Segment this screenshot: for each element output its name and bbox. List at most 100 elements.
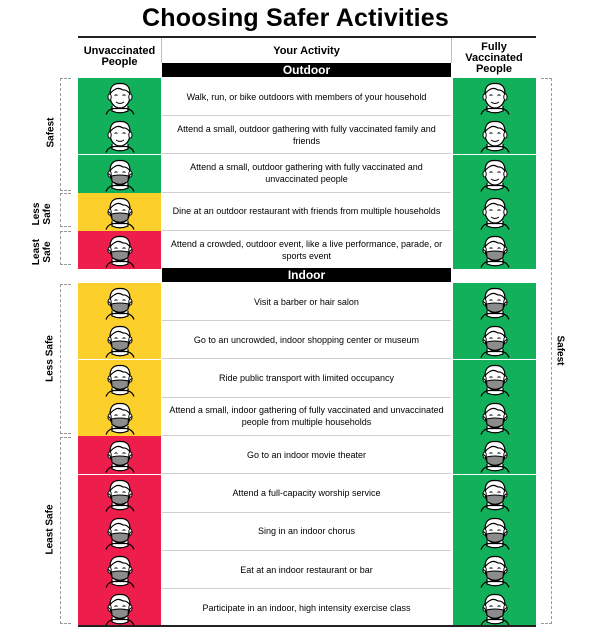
vaccinated-risk-cell bbox=[453, 359, 536, 398]
label-indoor-least-safe: Least Safe bbox=[44, 504, 56, 555]
vaccinated-risk-cell bbox=[453, 436, 536, 475]
face-icon bbox=[103, 79, 137, 115]
vaccinated-risk-cell bbox=[453, 512, 536, 551]
header-divider-right bbox=[451, 38, 452, 63]
masked-face-icon bbox=[103, 590, 137, 627]
masked-face-icon bbox=[478, 476, 512, 512]
unvaccinated-header: Unvaccinated People bbox=[83, 45, 156, 68]
masked-face-icon bbox=[478, 552, 512, 588]
unvaccinated-risk-cell bbox=[78, 397, 161, 436]
masked-face-icon bbox=[478, 590, 512, 627]
indoor-section-bar: Indoor bbox=[162, 268, 451, 282]
activity-description: Ride public transport with limited occup… bbox=[162, 360, 451, 398]
label-outdoor-least-safe: Least Safe bbox=[31, 238, 53, 266]
masked-face-icon bbox=[478, 322, 512, 359]
unvaccinated-risk-cell bbox=[78, 512, 161, 551]
vaccinated-risk-cell bbox=[453, 192, 536, 231]
masked-face-icon bbox=[103, 194, 137, 230]
masked-face-icon bbox=[103, 322, 137, 359]
masked-face-icon bbox=[103, 514, 137, 550]
outdoor-less-safe-bracket bbox=[60, 193, 71, 227]
masked-face-icon bbox=[103, 232, 137, 268]
outdoor-activity-row: Walk, run, or bike outdoors with members… bbox=[78, 78, 536, 116]
indoor-activity-row: Participate in an indoor, high intensity… bbox=[78, 589, 536, 628]
header-top-rule bbox=[78, 36, 536, 38]
activity-description: Dine at an outdoor restaurant with frien… bbox=[162, 193, 451, 231]
indoor-activity-row: Go to an indoor movie theater bbox=[78, 436, 536, 475]
header-divider-left bbox=[161, 38, 162, 63]
right-safest-bracket bbox=[541, 78, 552, 624]
label-outdoor-safest: Safest bbox=[45, 117, 57, 148]
label-indoor-less-safe: Less Safe bbox=[44, 335, 56, 382]
activity-description: Go to an uncrowded, indoor shopping cent… bbox=[162, 321, 451, 360]
outdoor-activity-row: Attend a small, outdoor gathering with f… bbox=[78, 154, 536, 193]
face-icon bbox=[478, 194, 512, 230]
vaccinated-risk-cell bbox=[453, 283, 536, 321]
indoor-least-safe-bracket bbox=[60, 437, 71, 624]
indoor-activity-row: Sing in an indoor chorus bbox=[78, 512, 536, 551]
face-icon bbox=[478, 156, 512, 192]
vaccinated-risk-cell bbox=[453, 589, 536, 628]
vaccinated-risk-cell bbox=[453, 551, 536, 590]
unvaccinated-risk-cell bbox=[78, 589, 161, 628]
masked-face-icon bbox=[478, 361, 512, 397]
vaccinated-risk-cell bbox=[453, 116, 536, 155]
indoor-activity-row: Ride public transport with limited occup… bbox=[78, 359, 536, 398]
unvaccinated-risk-cell bbox=[78, 283, 161, 321]
unvaccinated-risk-cell bbox=[78, 78, 161, 116]
indoor-activity-row: Visit a barber or hair salon bbox=[78, 283, 536, 321]
unvaccinated-risk-cell bbox=[78, 192, 161, 231]
activity-description: Sing in an indoor chorus bbox=[162, 513, 451, 551]
unvaccinated-risk-cell bbox=[78, 116, 161, 155]
masked-face-icon bbox=[103, 476, 137, 512]
face-icon bbox=[478, 79, 512, 115]
outdoor-safest-bracket bbox=[60, 78, 71, 191]
masked-face-icon bbox=[478, 514, 512, 550]
outdoor-section-bar: Outdoor bbox=[162, 63, 451, 77]
masked-face-icon bbox=[478, 232, 512, 268]
indoor-activity-row: Attend a small, indoor gathering of full… bbox=[78, 397, 536, 436]
indoor-less-safe-bracket bbox=[60, 284, 71, 434]
masked-face-icon bbox=[103, 552, 137, 588]
vaccinated-risk-cell bbox=[453, 231, 536, 270]
unvaccinated-risk-cell bbox=[78, 154, 161, 193]
masked-face-icon bbox=[103, 156, 137, 192]
footer-rule bbox=[78, 625, 536, 627]
indoor-activity-row: Eat at an indoor restaurant or bar bbox=[78, 551, 536, 590]
masked-face-icon bbox=[103, 437, 137, 473]
masked-face-icon bbox=[103, 361, 137, 397]
activity-description: Visit a barber or hair salon bbox=[162, 283, 451, 321]
unvaccinated-risk-cell bbox=[78, 436, 161, 475]
activity-description: Attend a small, outdoor gathering with f… bbox=[162, 155, 451, 193]
outdoor-activity-row: Attend a small, outdoor gathering with f… bbox=[78, 116, 536, 155]
vaccinated-risk-cell bbox=[453, 78, 536, 116]
outdoor-activity-row: Attend a crowded, outdoor event, like a … bbox=[78, 231, 536, 270]
activity-header: Your Activity bbox=[273, 45, 340, 57]
activity-description: Attend a full-capacity worship service bbox=[162, 475, 451, 513]
outdoor-least-safe-bracket bbox=[60, 231, 71, 265]
label-right-safest: Safest bbox=[554, 335, 566, 366]
indoor-activity-row: Attend a full-capacity worship service bbox=[78, 474, 536, 513]
activity-description: Go to an indoor movie theater bbox=[162, 436, 451, 475]
outdoor-activity-row: Dine at an outdoor restaurant with frien… bbox=[78, 192, 536, 231]
vaccinated-risk-cell bbox=[453, 321, 536, 360]
masked-face-icon bbox=[478, 437, 512, 473]
face-icon bbox=[103, 117, 137, 154]
vaccinated-risk-cell bbox=[453, 397, 536, 436]
masked-face-icon bbox=[478, 284, 512, 320]
activity-description: Eat at an indoor restaurant or bar bbox=[162, 551, 451, 590]
activity-description: Attend a small, indoor gathering of full… bbox=[162, 398, 451, 436]
page-title: Choosing Safer Activities bbox=[142, 4, 449, 32]
masked-face-icon bbox=[478, 399, 512, 435]
vaccinated-risk-cell bbox=[453, 474, 536, 513]
vaccinated-header: Fully Vaccinated People bbox=[465, 41, 523, 75]
unvaccinated-risk-cell bbox=[78, 551, 161, 590]
vaccinated-risk-cell bbox=[453, 154, 536, 193]
indoor-activity-row: Go to an uncrowded, indoor shopping cent… bbox=[78, 321, 536, 360]
activity-description: Attend a crowded, outdoor event, like a … bbox=[162, 231, 451, 270]
face-icon bbox=[478, 117, 512, 154]
masked-face-icon bbox=[103, 399, 137, 435]
unvaccinated-risk-cell bbox=[78, 321, 161, 360]
masked-face-icon bbox=[103, 284, 137, 320]
unvaccinated-risk-cell bbox=[78, 231, 161, 270]
